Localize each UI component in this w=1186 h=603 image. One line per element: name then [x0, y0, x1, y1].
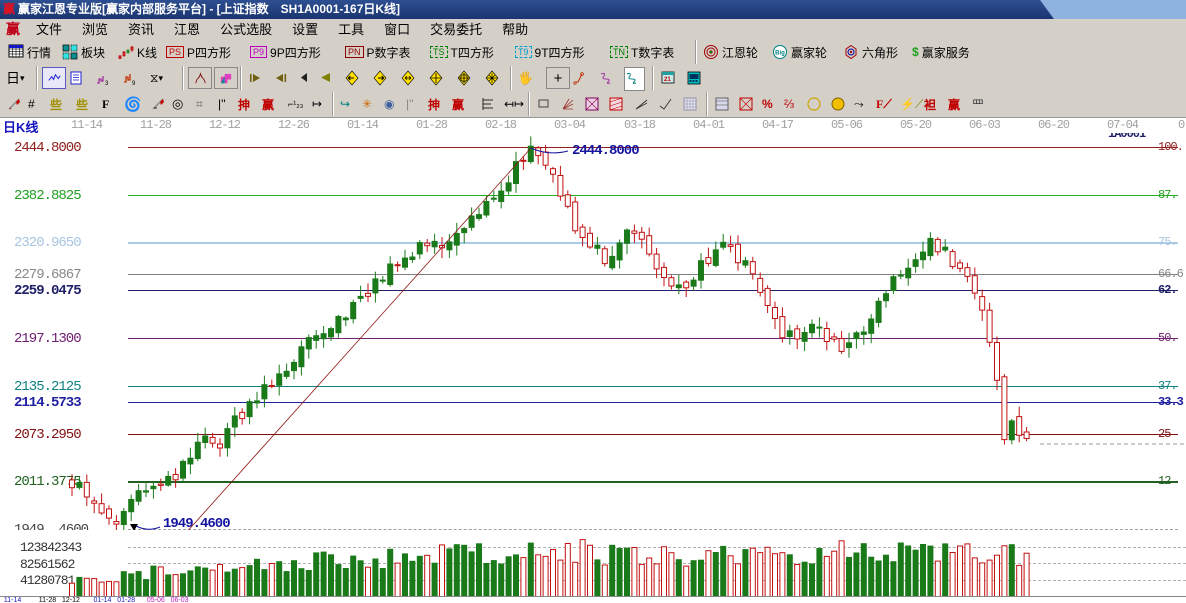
svg-text:3: 3: [105, 81, 109, 86]
svg-text:21: 21: [664, 77, 671, 83]
svg-text:Big: Big: [775, 51, 785, 57]
svg-text:9: 9: [132, 81, 136, 86]
